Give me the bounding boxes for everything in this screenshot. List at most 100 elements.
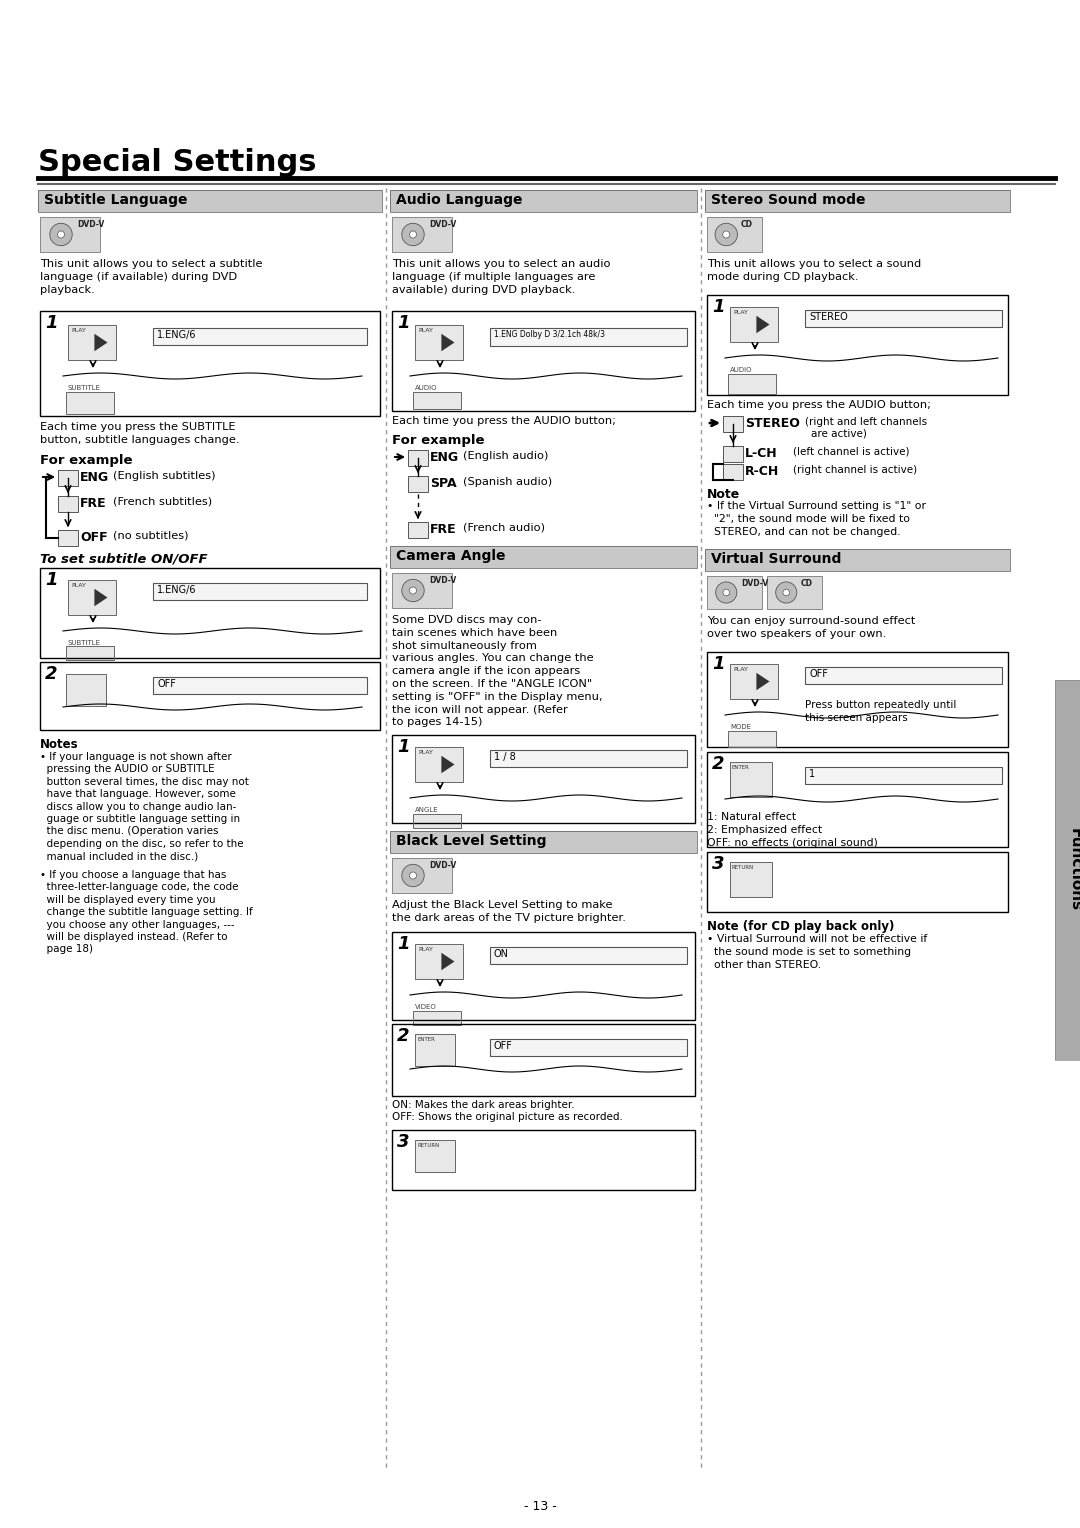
Circle shape bbox=[402, 865, 424, 886]
Text: CD: CD bbox=[741, 220, 753, 229]
Text: (French audio): (French audio) bbox=[463, 523, 545, 533]
Bar bbox=[490, 329, 687, 345]
Bar bbox=[415, 1034, 455, 1067]
Text: 1: 1 bbox=[45, 571, 57, 588]
Bar bbox=[413, 1012, 461, 1025]
Bar bbox=[68, 581, 116, 614]
Bar bbox=[1055, 680, 1080, 1060]
Text: OFF: OFF bbox=[809, 669, 828, 678]
Bar bbox=[723, 416, 743, 432]
Bar bbox=[490, 947, 687, 964]
Text: DVD-V: DVD-V bbox=[429, 860, 457, 869]
Text: CD: CD bbox=[801, 579, 813, 588]
Text: (right and left channels: (right and left channels bbox=[805, 417, 927, 426]
Circle shape bbox=[50, 223, 72, 246]
Text: 1: 1 bbox=[712, 298, 725, 316]
Text: You can enjoy surround-sound effect
over two speakers of your own.: You can enjoy surround-sound effect over… bbox=[707, 616, 916, 639]
Text: RETURN: RETURN bbox=[732, 865, 754, 869]
Bar bbox=[730, 862, 772, 897]
Text: Each time you press the AUDIO button;: Each time you press the AUDIO button; bbox=[707, 400, 931, 410]
Polygon shape bbox=[756, 672, 770, 691]
Bar bbox=[730, 665, 778, 698]
Bar bbox=[728, 374, 777, 394]
Bar bbox=[408, 451, 428, 466]
Bar bbox=[415, 1034, 455, 1067]
Text: 1.ENG/6: 1.ENG/6 bbox=[157, 330, 197, 341]
Bar bbox=[705, 189, 1010, 212]
Bar bbox=[490, 1039, 687, 1056]
Text: 2: 2 bbox=[712, 755, 725, 773]
Text: Audio Language: Audio Language bbox=[396, 193, 523, 206]
Bar bbox=[805, 767, 1002, 784]
Bar bbox=[392, 217, 453, 252]
Bar bbox=[390, 545, 697, 568]
Bar bbox=[392, 735, 696, 824]
Circle shape bbox=[783, 590, 789, 596]
Bar bbox=[40, 568, 380, 659]
Bar bbox=[805, 668, 1002, 685]
Bar bbox=[707, 853, 1008, 912]
Polygon shape bbox=[442, 333, 455, 351]
Polygon shape bbox=[94, 588, 108, 607]
Bar bbox=[58, 497, 78, 512]
Bar bbox=[707, 652, 1008, 747]
Text: PLAY: PLAY bbox=[733, 310, 747, 315]
Bar bbox=[490, 329, 687, 345]
Text: PLAY: PLAY bbox=[418, 750, 433, 755]
Text: Press button repeatedly until
this screen appears: Press button repeatedly until this scree… bbox=[805, 700, 957, 723]
Bar bbox=[728, 730, 777, 747]
Bar bbox=[392, 1131, 696, 1190]
Text: Functions: Functions bbox=[1067, 828, 1080, 912]
Text: R-CH: R-CH bbox=[745, 465, 780, 478]
Bar bbox=[40, 662, 380, 730]
Bar bbox=[58, 530, 78, 545]
Bar bbox=[66, 674, 106, 706]
Bar bbox=[707, 217, 762, 252]
Polygon shape bbox=[442, 953, 455, 970]
Bar bbox=[705, 549, 1010, 571]
Bar bbox=[490, 750, 687, 767]
Bar bbox=[415, 944, 463, 979]
Circle shape bbox=[775, 582, 797, 604]
Bar bbox=[728, 374, 777, 394]
Bar bbox=[767, 576, 822, 610]
Text: Notes: Notes bbox=[40, 738, 79, 750]
Bar bbox=[705, 189, 1010, 212]
Text: For example: For example bbox=[392, 434, 485, 448]
Bar bbox=[413, 814, 461, 828]
Text: ON: ON bbox=[494, 949, 509, 960]
Bar bbox=[730, 307, 778, 342]
Circle shape bbox=[57, 231, 65, 238]
Text: (Spanish audio): (Spanish audio) bbox=[463, 477, 552, 487]
Bar bbox=[68, 325, 116, 361]
Text: RETURN: RETURN bbox=[417, 1143, 440, 1148]
Bar bbox=[153, 329, 367, 345]
Bar bbox=[153, 677, 367, 694]
Text: (left channel is active): (left channel is active) bbox=[793, 448, 909, 457]
Bar bbox=[408, 523, 428, 538]
Text: Each time you press the AUDIO button;: Each time you press the AUDIO button; bbox=[392, 416, 616, 426]
Bar bbox=[392, 217, 453, 252]
Text: 1: 1 bbox=[45, 313, 57, 332]
Text: PLAY: PLAY bbox=[71, 329, 86, 333]
Text: SUBTITLE: SUBTITLE bbox=[68, 640, 102, 646]
Text: OFF: OFF bbox=[494, 1041, 513, 1051]
Bar bbox=[415, 1140, 455, 1172]
Text: Special Settings: Special Settings bbox=[38, 148, 316, 177]
Bar bbox=[805, 767, 1002, 784]
Text: This unit allows you to select a subtitle
language (if available) during DVD
pla: This unit allows you to select a subtitl… bbox=[40, 260, 262, 295]
Text: DVD-V: DVD-V bbox=[741, 579, 768, 588]
Text: • Virtual Surround will not be effective if
  the sound mode is set to something: • Virtual Surround will not be effective… bbox=[707, 934, 928, 970]
Text: (English audio): (English audio) bbox=[463, 451, 549, 461]
Text: MODE: MODE bbox=[730, 724, 751, 730]
Bar bbox=[68, 325, 116, 361]
Text: OFF: OFF bbox=[157, 678, 176, 689]
Circle shape bbox=[716, 582, 737, 604]
Bar bbox=[723, 446, 743, 461]
Bar bbox=[66, 393, 114, 414]
Circle shape bbox=[409, 872, 417, 879]
Bar bbox=[390, 545, 697, 568]
Bar bbox=[153, 584, 367, 601]
Bar bbox=[153, 584, 367, 601]
Text: (English subtitles): (English subtitles) bbox=[113, 471, 216, 481]
